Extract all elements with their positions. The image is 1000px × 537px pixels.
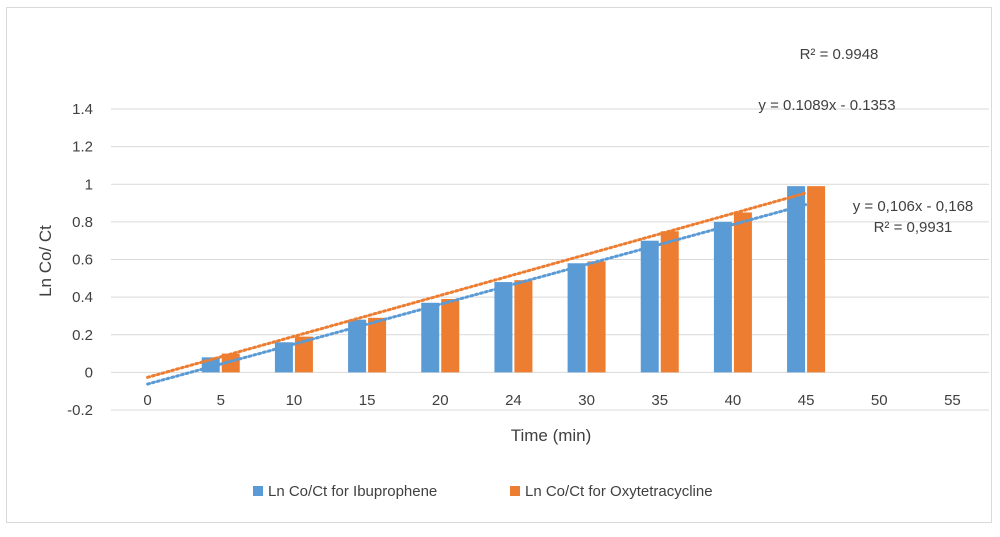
x-axis-title: Time (min) <box>511 426 592 445</box>
ibuprophene-equation-label: y = 0,106x - 0,168 <box>853 198 974 215</box>
y-tick-label: 0 <box>85 364 93 381</box>
x-tick-label: 0 <box>143 392 151 409</box>
bar-oxytetracycline-15 <box>368 317 387 373</box>
x-tick-label: 20 <box>432 392 449 409</box>
trendlines <box>146 191 808 386</box>
bar-ibuprophene-24 <box>494 282 513 373</box>
x-tick-labels: 0 5 10 15 20 24 30 35 40 45 50 55 <box>143 392 960 409</box>
trendline-oxytetracycline <box>146 191 808 379</box>
trendline-ibuprophene <box>146 203 808 386</box>
ibuprophene-r2-label: R² = 0,9931 <box>874 219 953 236</box>
bar-oxytetracycline-30 <box>587 261 606 373</box>
bar-oxytetracycline-10 <box>294 336 313 373</box>
x-tick-label: 45 <box>798 392 815 409</box>
legend-swatch-oxytetracycline <box>510 486 520 496</box>
y-tick-label: 1.2 <box>72 139 93 156</box>
y-tick-label: 0.2 <box>72 327 93 344</box>
x-tick-label: 35 <box>651 392 668 409</box>
chart: -0.2 0 0.2 0.4 0.6 0.8 1 1.2 1.4 0 5 10 15 20 24 30 35 4… <box>36 46 989 500</box>
bar-ibuprophene-30 <box>567 263 586 373</box>
x-tick-label: 10 <box>286 392 303 409</box>
x-tick-label: 40 <box>725 392 742 409</box>
x-tick-label: 50 <box>871 392 888 409</box>
y-tick-label: 1.4 <box>72 101 93 118</box>
x-tick-label: 30 <box>578 392 595 409</box>
bar-ibuprophene-10 <box>274 342 293 373</box>
bar-ibuprophene-45 <box>787 186 806 373</box>
x-tick-label: 24 <box>505 392 522 409</box>
legend-label-oxytetracycline: Ln Co/Ct for Oxytetracycline <box>525 483 713 500</box>
bar-ibuprophene-40 <box>713 221 732 373</box>
bar-ibuprophene-15 <box>348 319 367 373</box>
y-tick-label: 0.8 <box>72 214 93 231</box>
y-tick-label: 0.6 <box>72 252 93 269</box>
bar-oxytetracycline-45 <box>807 186 826 373</box>
legend: Ln Co/Ct for Ibuprophene Ln Co/Ct for Ox… <box>253 483 713 500</box>
y-tick-label: 1 <box>85 176 93 193</box>
bar-oxytetracycline-35 <box>660 231 679 373</box>
x-tick-label: 15 <box>359 392 376 409</box>
y-tick-label: -0.2 <box>67 402 93 419</box>
bar-oxytetracycline-20 <box>441 299 460 373</box>
bar-ibuprophene-20 <box>421 302 440 373</box>
gridlines <box>111 108 989 411</box>
oxytetracycline-equation-label: y = 0.1089x - 0.1353 <box>758 97 895 114</box>
bar-ibuprophene-35 <box>640 240 659 373</box>
y-axis-title: Ln Co/ Ct <box>36 225 55 297</box>
oxytetracycline-r2-label: R² = 0.9948 <box>800 46 879 63</box>
legend-swatch-ibuprophene <box>253 486 263 496</box>
bar-oxytetracycline-40 <box>733 212 752 373</box>
bars <box>201 186 826 373</box>
bar-oxytetracycline-24 <box>514 280 533 373</box>
y-tick-label: 0.4 <box>72 289 93 306</box>
chart-frame: -0.2 0 0.2 0.4 0.6 0.8 1 1.2 1.4 0 5 10 15 20 24 30 35 4… <box>6 7 992 523</box>
x-tick-label: 55 <box>944 392 961 409</box>
y-tick-labels: -0.2 0 0.2 0.4 0.6 0.8 1 1.2 1.4 <box>67 101 93 419</box>
legend-label-ibuprophene: Ln Co/Ct for Ibuprophene <box>268 483 437 500</box>
bar-oxytetracycline-5 <box>221 353 240 373</box>
x-tick-label: 5 <box>217 392 225 409</box>
